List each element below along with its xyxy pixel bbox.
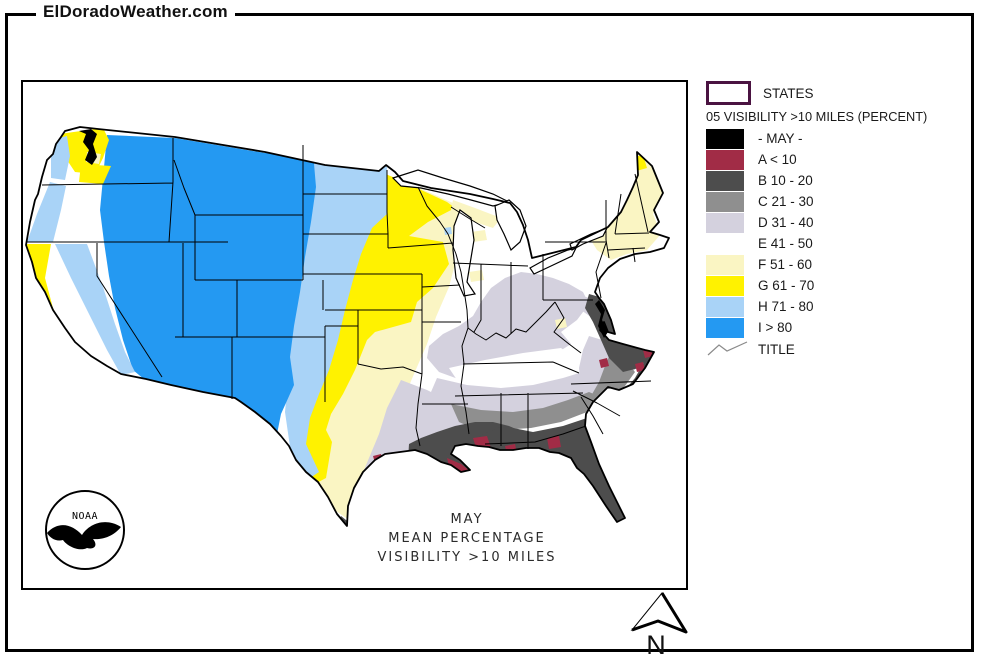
band-A-cape-fear — [635, 362, 645, 372]
band-D-sandiego — [85, 368, 111, 378]
map-frame: NOAA MAY MEAN PERCENTAGE VISIBILITY >10 … — [21, 80, 688, 590]
legend-row: G 61 - 70 — [706, 275, 974, 296]
legend-row: C 21 - 30 — [706, 191, 974, 212]
band-H-wisconsin-dot — [444, 227, 452, 235]
noaa-logo: NOAA — [45, 490, 125, 570]
band-H-or-coast — [27, 182, 66, 242]
legend-label: B 10 - 20 — [758, 173, 813, 188]
swatch-g — [706, 275, 744, 296]
swatch-e — [706, 233, 744, 254]
legend-row: - MAY - — [706, 128, 974, 149]
band-C-deep-south — [451, 392, 603, 430]
band-E-tennessee — [449, 348, 577, 386]
north-arrow: N — [630, 592, 688, 658]
swatch-may — [706, 128, 744, 149]
legend-label: I > 80 — [758, 320, 793, 335]
legend-title-label: TITLE — [758, 341, 795, 357]
band-B-texas-tip — [337, 516, 351, 526]
band-G-columbia — [79, 164, 111, 184]
title-zigzag-icon — [707, 341, 748, 356]
band-F-michigan-1 — [471, 230, 487, 242]
legend-label: G 61 - 70 — [758, 278, 815, 293]
state-borders — [27, 138, 652, 449]
swatch-a — [706, 149, 744, 170]
site-title: ElDoradoWeather.com — [36, 2, 235, 22]
puget-sound — [79, 129, 97, 165]
north-arrow-bold-edge — [631, 592, 688, 634]
noaa-circle — [45, 490, 125, 570]
lake-erie — [529, 247, 578, 275]
caption-line-3: VISIBILITY >10 MILES — [378, 550, 557, 565]
legend-label: H 71 - 80 — [758, 299, 814, 314]
swatch-c — [706, 191, 744, 212]
legend-states-row: STATES — [706, 81, 974, 105]
legend-label: D 31 - 40 — [758, 215, 814, 230]
swatch-b — [706, 170, 744, 191]
swatch-i — [706, 317, 744, 338]
band-H-ca-inland — [55, 244, 135, 375]
band-F-upper-michigan — [451, 200, 501, 228]
legend-title-row: TITLE — [706, 339, 974, 359]
chesapeake-bay — [595, 300, 608, 338]
legend: STATES 05 VISIBILITY >10 MILES (PERCENT)… — [706, 78, 974, 359]
caption-line-1: MAY — [450, 512, 483, 527]
lake-ontario — [569, 226, 609, 251]
legend-label: E 41 - 50 — [758, 236, 813, 251]
band-B-texas-coast — [369, 456, 419, 512]
legend-rows: - MAY - A < 10 B 10 - 20 C 21 - 30 D 31 … — [706, 128, 974, 338]
legend-row: D 31 - 40 — [706, 212, 974, 233]
noaa-label: NOAA — [72, 511, 98, 522]
swatch-d — [706, 212, 744, 233]
legend-label: - MAY - — [758, 131, 803, 146]
legend-label: C 21 - 30 — [758, 194, 814, 209]
page-border — [5, 13, 974, 652]
legend-row: A < 10 — [706, 149, 974, 170]
lake-michigan — [452, 209, 477, 297]
legend-row: F 51 - 60 — [706, 254, 974, 275]
legend-row: B 10 - 20 — [706, 170, 974, 191]
us-outline — [25, 126, 670, 527]
swatch-f — [706, 254, 744, 275]
band-G-vermont — [609, 200, 619, 210]
states-swatch — [706, 81, 751, 105]
legend-label: F 51 - 60 — [758, 257, 813, 272]
us-visibility-map: NOAA MAY MEAN PERCENTAGE VISIBILITY >10 … — [25, 126, 670, 570]
states-label: STATES — [763, 85, 814, 101]
north-label: N — [646, 630, 666, 658]
band-I-west — [100, 135, 316, 444]
band-F-newyork — [571, 214, 595, 234]
band-F-michigan-2 — [469, 270, 484, 282]
lake-huron — [494, 199, 527, 251]
map-caption: MAY MEAN PERCENTAGE VISIBILITY >10 MILES — [378, 512, 557, 565]
caption-line-2: MEAN PERCENTAGE — [388, 531, 546, 546]
band-D-deep-south — [431, 364, 623, 418]
band-A-sc-coast — [599, 358, 609, 368]
swatch-h — [706, 296, 744, 317]
band-G-ca-coast — [26, 244, 111, 375]
band-layer — [26, 127, 669, 526]
legend-label: A < 10 — [758, 152, 797, 167]
legend-heading: 05 VISIBILITY >10 MILES (PERCENT) — [706, 109, 928, 124]
legend-row: E 41 - 50 — [706, 233, 974, 254]
legend-row: H 71 - 80 — [706, 296, 974, 317]
noaa-bird-icon — [47, 522, 121, 550]
legend-row: I > 80 — [706, 317, 974, 338]
band-A-apalachee — [547, 436, 561, 449]
